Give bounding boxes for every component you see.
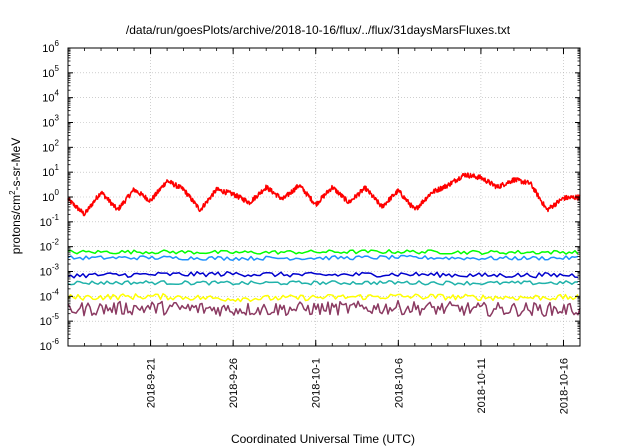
y-tick-exp: 4 xyxy=(55,89,60,98)
y-tick-label: 10-2 xyxy=(40,238,60,254)
y-axis-label-pre: protons/cm xyxy=(9,195,23,254)
y-tick-exp: -1 xyxy=(52,213,60,222)
y-tick-exp: -3 xyxy=(52,263,60,272)
y-tick-exp: 6 xyxy=(55,39,60,48)
y-tick-exp: -6 xyxy=(52,337,60,346)
y-tick-exp: 3 xyxy=(55,114,60,123)
y-axis-label: protons/cm2-s-sr-MeV xyxy=(8,138,23,254)
y-tick-exp: -5 xyxy=(52,312,60,321)
y-tick-exp: -4 xyxy=(52,287,60,296)
y-tick-label: 105 xyxy=(42,64,59,80)
y-tick-label: 10-1 xyxy=(40,213,60,229)
y-tick-base: 10 xyxy=(40,341,52,353)
y-tick-label: 10-3 xyxy=(40,263,60,279)
y-tick-exp: -2 xyxy=(52,238,60,247)
y-tick-label: 100 xyxy=(42,188,59,204)
series-line-3 xyxy=(67,254,579,261)
y-tick-base: 10 xyxy=(40,242,52,254)
y-axis-ticks: 10-610-510-410-310-210-11001011021031041… xyxy=(40,39,580,353)
series-line-4 xyxy=(67,270,579,279)
y-tick-base: 10 xyxy=(40,217,52,229)
series-line-7 xyxy=(67,299,581,317)
x-tick-label: 2018-10-11 xyxy=(476,358,488,413)
y-tick-base: 10 xyxy=(42,68,54,80)
y-tick-exp: 1 xyxy=(55,163,60,172)
y-tick-base: 10 xyxy=(42,142,54,154)
x-axis-label: Coordinated Universal Time (UTC) xyxy=(231,432,415,446)
y-tick-exp: 0 xyxy=(55,188,60,197)
x-tick-label: 2018-10-16 xyxy=(558,358,570,414)
y-tick-exp: 2 xyxy=(55,138,60,147)
x-axis-ticks: 2018-9-21 2018-9-26 2018-10-1 2018-10-6 2018… xyxy=(67,48,581,414)
y-tick-label: 104 xyxy=(42,89,59,105)
x-tick-label: 2018-10-6 xyxy=(393,358,405,408)
y-tick-base: 10 xyxy=(40,267,52,279)
series-line-5 xyxy=(67,279,578,286)
series-line-6 xyxy=(67,293,579,303)
chart-title: /data/run/goesPlots/archive/2018-10-16/f… xyxy=(126,23,511,37)
y-tick-exp: 5 xyxy=(55,64,60,73)
series-line-1 xyxy=(67,172,581,217)
y-tick-base: 10 xyxy=(42,43,54,55)
y-tick-base: 10 xyxy=(42,118,54,130)
y-tick-base: 10 xyxy=(42,192,54,204)
y-tick-label: 103 xyxy=(42,114,59,130)
y-tick-base: 10 xyxy=(40,291,52,303)
y-tick-label: 10-5 xyxy=(40,312,60,328)
y-tick-label: 106 xyxy=(42,39,59,55)
x-tick-label: 2018-9-21 xyxy=(146,358,158,408)
y-axis-label-sup: 2 xyxy=(8,190,17,195)
y-tick-base: 10 xyxy=(42,167,54,179)
y-tick-label: 102 xyxy=(42,138,59,154)
y-axis-label-post: -s-sr-MeV xyxy=(9,138,23,191)
y-tick-base: 10 xyxy=(40,316,52,328)
series-group xyxy=(67,172,581,317)
y-tick-label: 101 xyxy=(42,163,59,179)
x-tick-label: 2018-9-26 xyxy=(228,358,240,408)
x-tick-label: 2018-10-1 xyxy=(311,358,323,408)
y-tick-label: 10-6 xyxy=(40,337,60,353)
y-tick-base: 10 xyxy=(42,93,54,105)
series-line-2 xyxy=(67,249,579,256)
y-tick-label: 10-4 xyxy=(40,287,60,303)
